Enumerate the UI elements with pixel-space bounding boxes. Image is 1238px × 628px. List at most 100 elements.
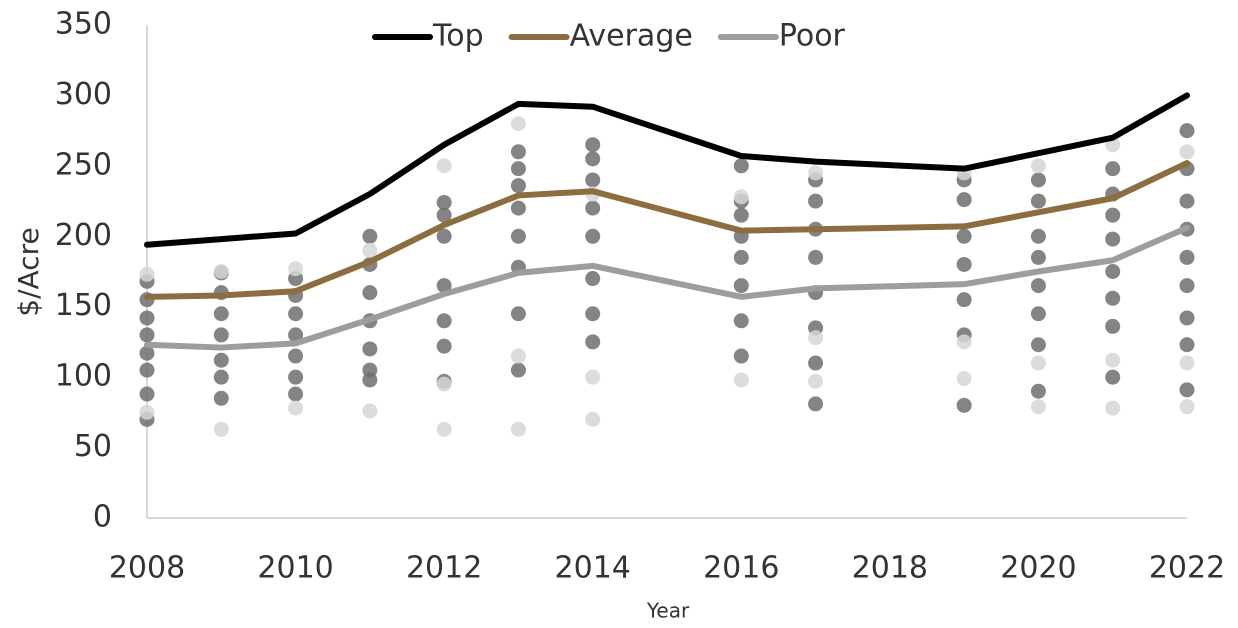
point	[585, 228, 601, 244]
y-tick-label: 100	[55, 359, 112, 394]
point	[362, 403, 378, 419]
point	[1179, 123, 1195, 139]
point	[808, 165, 824, 181]
point	[510, 178, 526, 194]
point	[436, 278, 452, 294]
point	[1179, 249, 1195, 265]
point	[808, 355, 824, 371]
point	[1030, 249, 1046, 265]
point	[510, 200, 526, 216]
point	[1179, 382, 1195, 398]
point	[956, 397, 972, 413]
point	[362, 341, 378, 357]
point	[510, 421, 526, 437]
point	[808, 373, 824, 389]
point	[808, 249, 824, 265]
x-tick-label: 2010	[257, 551, 333, 586]
point	[436, 207, 452, 223]
point	[808, 330, 824, 346]
point	[510, 306, 526, 322]
line	[144, 224, 1190, 351]
point	[733, 372, 749, 388]
point	[510, 348, 526, 364]
legend-label: Poor	[779, 19, 846, 54]
point	[956, 228, 972, 244]
point	[139, 327, 155, 343]
point	[139, 362, 155, 378]
point	[585, 271, 601, 287]
legend-label: Top	[432, 19, 484, 54]
point	[585, 151, 601, 167]
point	[288, 327, 304, 343]
x-tick-label: 2018	[852, 551, 928, 586]
point	[585, 200, 601, 216]
point	[288, 261, 304, 277]
y-tick-label: 150	[55, 288, 112, 323]
point	[436, 376, 452, 392]
legend-label: Average	[570, 19, 693, 54]
point	[213, 327, 229, 343]
y-axis-label: $/Acre	[12, 227, 45, 316]
y-tick-label: 200	[55, 218, 112, 253]
point	[362, 228, 378, 244]
point	[213, 306, 229, 322]
point	[1179, 193, 1195, 209]
x-tick-label: 2020	[1000, 551, 1076, 586]
point	[956, 292, 972, 308]
point	[139, 345, 155, 361]
point	[213, 369, 229, 385]
point	[585, 172, 601, 188]
x-tick-label: 2012	[406, 551, 482, 586]
point	[510, 116, 526, 132]
x-tick-label: 2022	[1149, 551, 1225, 586]
point	[510, 228, 526, 244]
point	[288, 348, 304, 364]
point	[1179, 278, 1195, 294]
point	[733, 313, 749, 329]
point	[362, 242, 378, 258]
point	[956, 371, 972, 387]
point	[1030, 337, 1046, 353]
point	[1105, 352, 1121, 368]
point	[1030, 158, 1046, 174]
point	[1105, 161, 1121, 177]
point	[510, 161, 526, 177]
point	[436, 313, 452, 329]
point	[1179, 310, 1195, 326]
point	[288, 386, 304, 402]
y-tick-label: 250	[55, 147, 112, 182]
point	[956, 192, 972, 208]
point	[733, 189, 749, 205]
point	[1030, 193, 1046, 209]
point	[585, 334, 601, 350]
point	[139, 404, 155, 420]
point	[1105, 264, 1121, 279]
point	[213, 264, 229, 279]
point	[510, 362, 526, 378]
point	[1030, 228, 1046, 244]
point	[288, 369, 304, 385]
point	[362, 362, 378, 378]
point	[1105, 207, 1121, 223]
y-tick-label: 0	[93, 500, 112, 535]
x-tick-label: 2008	[109, 551, 185, 586]
x-tick-label: 2016	[703, 551, 779, 586]
point	[1030, 399, 1046, 415]
point	[1105, 400, 1121, 416]
point	[139, 310, 155, 326]
point	[1179, 337, 1195, 353]
point	[139, 386, 155, 402]
point	[585, 369, 601, 385]
point	[1030, 278, 1046, 294]
point	[436, 158, 452, 174]
point	[1105, 369, 1121, 385]
y-tick-label: 50	[74, 429, 112, 464]
point	[585, 306, 601, 322]
y-tick-label: 300	[55, 77, 112, 112]
x-axis-label: Year	[646, 599, 690, 623]
point	[436, 338, 452, 354]
line	[144, 160, 1190, 300]
point	[1179, 144, 1195, 160]
point	[733, 207, 749, 223]
